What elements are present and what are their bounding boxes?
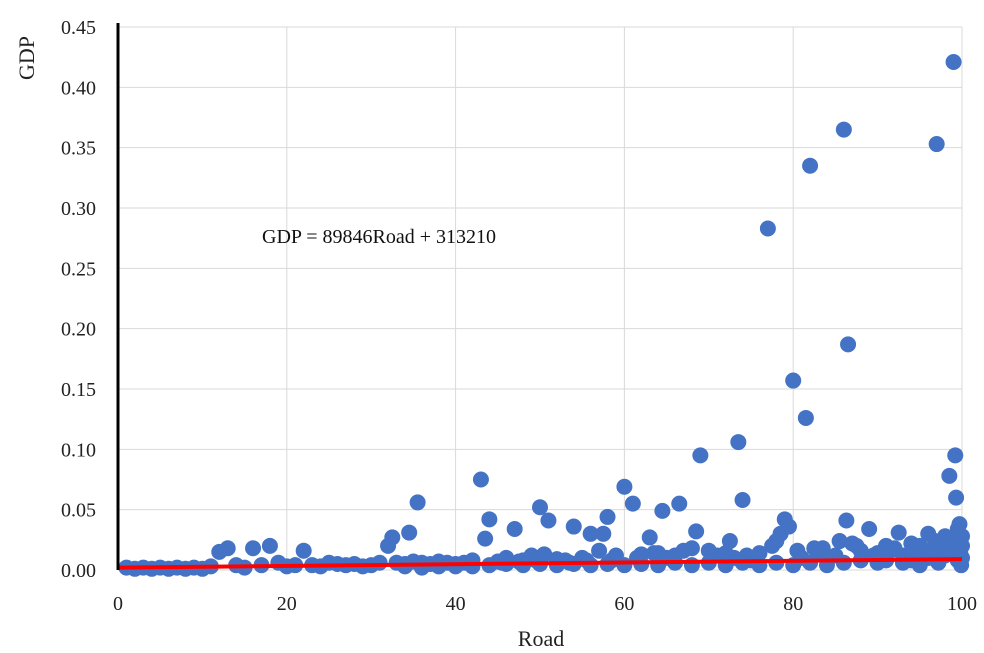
- y-tick-label: 0.10: [61, 439, 96, 461]
- data-point: [688, 523, 705, 540]
- x-tick-label: 0: [113, 593, 123, 615]
- y-axis-title: GDP: [14, 36, 39, 80]
- data-point: [409, 494, 426, 511]
- data-point: [582, 525, 599, 542]
- data-point: [730, 434, 747, 451]
- data-point: [947, 447, 964, 464]
- data-point: [751, 545, 768, 562]
- data-point: [645, 545, 662, 562]
- data-point: [506, 520, 523, 537]
- grid-lines: [118, 26, 963, 571]
- data-point: [831, 533, 848, 550]
- data-point: [371, 554, 388, 571]
- data-point: [578, 552, 595, 569]
- data-point: [384, 529, 401, 546]
- y-tick-label: 0.15: [61, 379, 96, 401]
- data-point: [671, 495, 688, 512]
- y-tick-label: 0.45: [61, 17, 96, 39]
- x-axis-title: Road: [518, 626, 564, 651]
- y-tick-label: 0.40: [61, 77, 96, 99]
- data-point: [624, 495, 641, 512]
- data-point: [219, 540, 236, 557]
- data-point: [599, 508, 616, 525]
- data-point: [595, 525, 612, 542]
- data-point: [447, 558, 464, 575]
- y-tick-labels: 0.00 0.05 0.10 0.15 0.20 0.25 0.30 0.35 0.40 0.45: [61, 17, 96, 582]
- data-point: [861, 520, 878, 537]
- data-point: [890, 524, 907, 541]
- data-point: [802, 157, 819, 174]
- data-point: [261, 537, 278, 554]
- data-point: [835, 121, 852, 138]
- data-point: [472, 471, 489, 488]
- data-point: [401, 524, 418, 541]
- x-tick-label: 100: [947, 593, 977, 615]
- y-tick-label: 0.00: [61, 560, 96, 582]
- data-points: [118, 53, 970, 577]
- data-point: [527, 552, 544, 569]
- data-point: [910, 545, 927, 562]
- data-point: [759, 220, 776, 237]
- data-point: [245, 540, 262, 557]
- data-point: [948, 489, 965, 506]
- data-point: [683, 540, 700, 557]
- data-point: [797, 409, 814, 426]
- trend-equation: GDP = 89846Road + 313210: [262, 226, 496, 248]
- data-point: [654, 502, 671, 519]
- data-point: [683, 557, 700, 574]
- x-tick-labels: 0 20 40 60 80 100: [113, 593, 977, 615]
- x-tick-label: 20: [277, 593, 297, 615]
- data-point: [785, 372, 802, 389]
- data-point: [780, 518, 797, 535]
- x-tick-label: 40: [446, 593, 466, 615]
- data-point: [802, 554, 819, 571]
- x-tick-label: 80: [783, 593, 803, 615]
- x-tick-label: 60: [614, 593, 634, 615]
- data-point: [835, 554, 852, 571]
- y-tick-label: 0.20: [61, 319, 96, 341]
- data-point: [532, 499, 548, 516]
- y-tick-label: 0.05: [61, 500, 96, 522]
- data-point: [941, 467, 958, 484]
- data-point: [540, 512, 557, 529]
- data-point: [951, 516, 968, 533]
- data-point: [616, 478, 633, 495]
- data-point: [477, 530, 494, 547]
- data-point: [838, 512, 855, 529]
- data-point: [721, 533, 738, 550]
- data-point: [814, 540, 831, 557]
- y-tick-label: 0.30: [61, 198, 96, 220]
- data-point: [481, 511, 498, 528]
- data-point: [944, 530, 961, 547]
- data-point: [734, 492, 751, 509]
- data-point: [954, 549, 970, 566]
- data-point: [928, 136, 945, 153]
- data-point: [295, 542, 312, 559]
- data-point: [413, 559, 430, 576]
- data-point: [945, 53, 962, 70]
- y-tick-label: 0.35: [61, 138, 96, 160]
- trend-line: [117, 557, 963, 570]
- data-point: [840, 336, 857, 353]
- data-point: [603, 552, 620, 569]
- data-point: [565, 518, 582, 535]
- data-point: [641, 529, 658, 546]
- y-tick-label: 0.25: [61, 258, 96, 280]
- data-point: [591, 542, 608, 559]
- data-point: [464, 558, 481, 575]
- data-point: [692, 447, 709, 464]
- data-point: [926, 533, 943, 550]
